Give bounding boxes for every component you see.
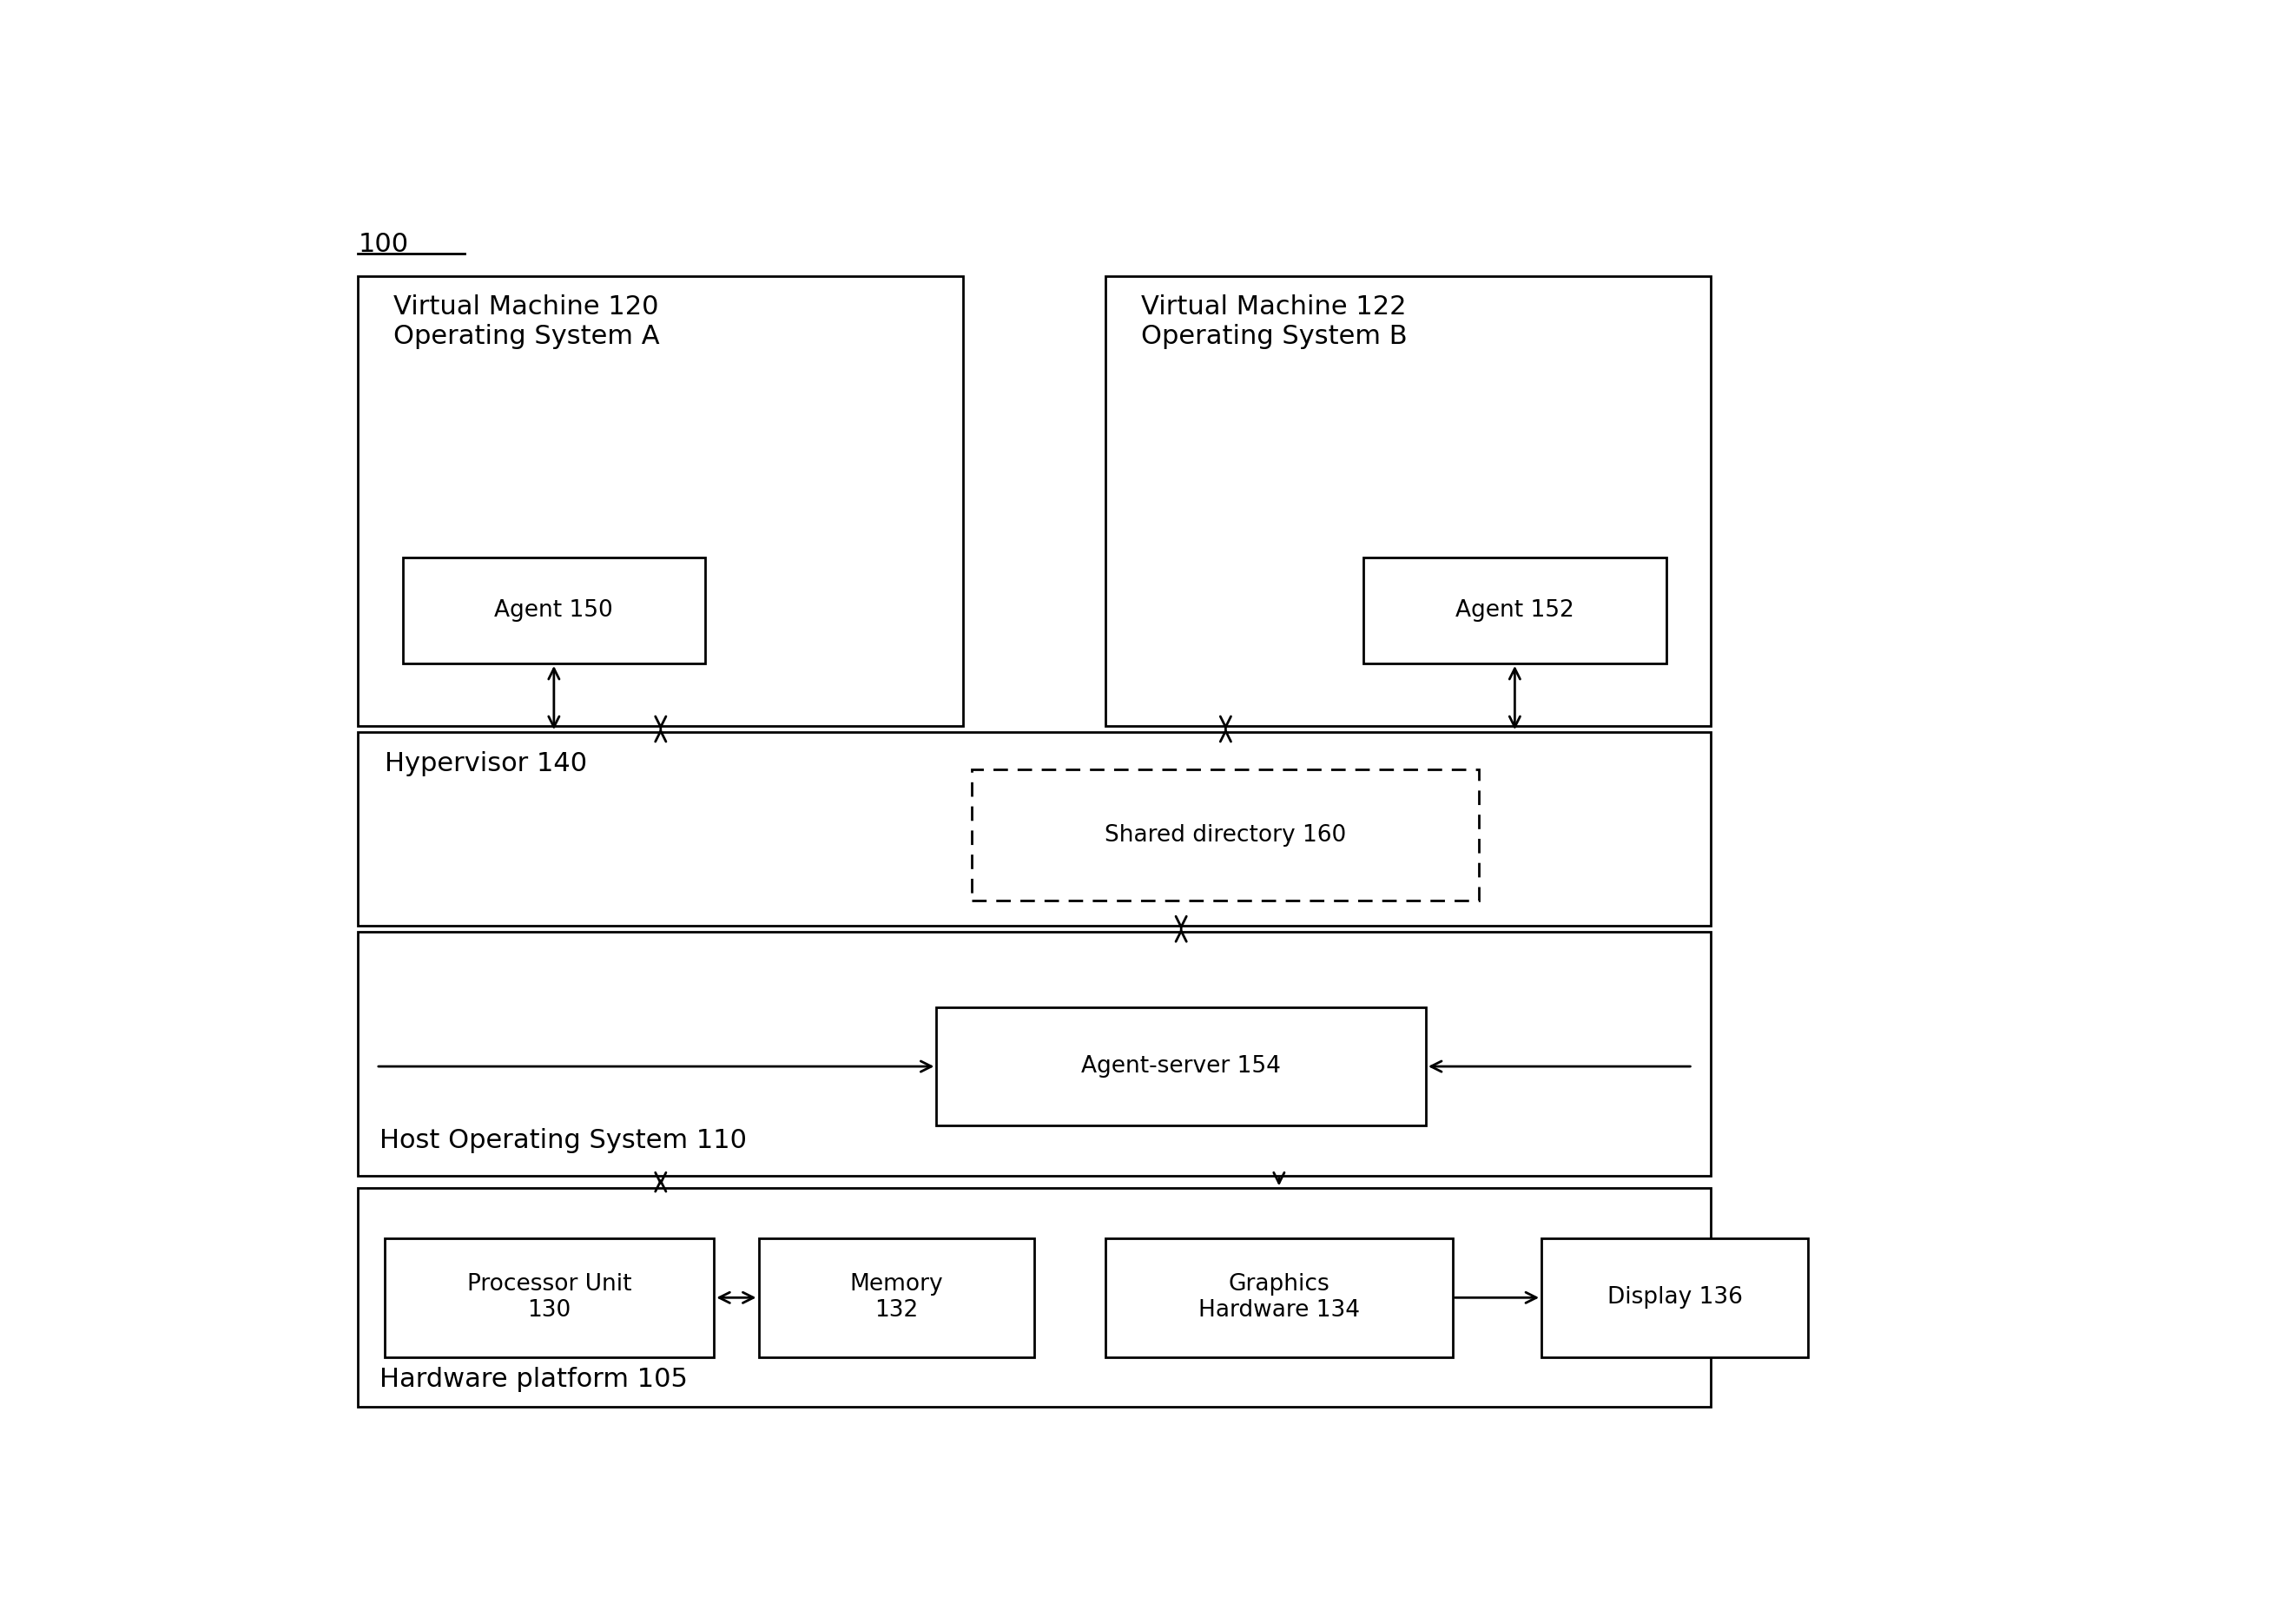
Text: Hardware platform 105: Hardware platform 105 [379, 1367, 689, 1393]
FancyBboxPatch shape [358, 732, 1711, 925]
FancyArrowPatch shape [654, 1172, 666, 1191]
Text: Agent-server 154: Agent-server 154 [1081, 1055, 1281, 1078]
Text: Virtual Machine 122
Operating System B: Virtual Machine 122 Operating System B [1141, 295, 1407, 349]
Text: Hypervisor 140: Hypervisor 140 [386, 751, 588, 776]
FancyBboxPatch shape [358, 276, 964, 725]
FancyBboxPatch shape [358, 1188, 1711, 1407]
FancyBboxPatch shape [1107, 1238, 1453, 1357]
FancyBboxPatch shape [402, 557, 705, 664]
FancyArrowPatch shape [719, 1292, 753, 1303]
Text: Shared directory 160: Shared directory 160 [1104, 824, 1345, 847]
FancyBboxPatch shape [386, 1238, 714, 1357]
FancyArrowPatch shape [1430, 1061, 1690, 1071]
FancyBboxPatch shape [358, 932, 1711, 1175]
Text: Display 136: Display 136 [1607, 1287, 1743, 1308]
Text: Memory
132: Memory 132 [850, 1274, 944, 1323]
Text: Host Operating System 110: Host Operating System 110 [379, 1128, 746, 1154]
FancyArrowPatch shape [1176, 917, 1187, 941]
FancyArrowPatch shape [1456, 1292, 1536, 1303]
FancyBboxPatch shape [937, 1006, 1426, 1126]
FancyArrowPatch shape [1274, 1172, 1283, 1183]
FancyArrowPatch shape [549, 669, 560, 727]
FancyArrowPatch shape [654, 716, 666, 742]
Text: Graphics
Hardware 134: Graphics Hardware 134 [1199, 1274, 1359, 1323]
FancyBboxPatch shape [1364, 557, 1667, 664]
FancyArrowPatch shape [1508, 669, 1520, 727]
FancyArrowPatch shape [379, 1061, 932, 1071]
Text: Processor Unit
130: Processor Unit 130 [466, 1274, 631, 1323]
FancyBboxPatch shape [1107, 276, 1711, 725]
Text: Agent 150: Agent 150 [494, 599, 613, 622]
FancyBboxPatch shape [758, 1238, 1033, 1357]
FancyBboxPatch shape [971, 769, 1479, 901]
FancyArrowPatch shape [1221, 716, 1231, 742]
Text: Virtual Machine 120
Operating System A: Virtual Machine 120 Operating System A [395, 295, 659, 349]
Text: 100: 100 [358, 232, 409, 258]
FancyBboxPatch shape [1541, 1238, 1809, 1357]
Text: Agent 152: Agent 152 [1456, 599, 1575, 622]
